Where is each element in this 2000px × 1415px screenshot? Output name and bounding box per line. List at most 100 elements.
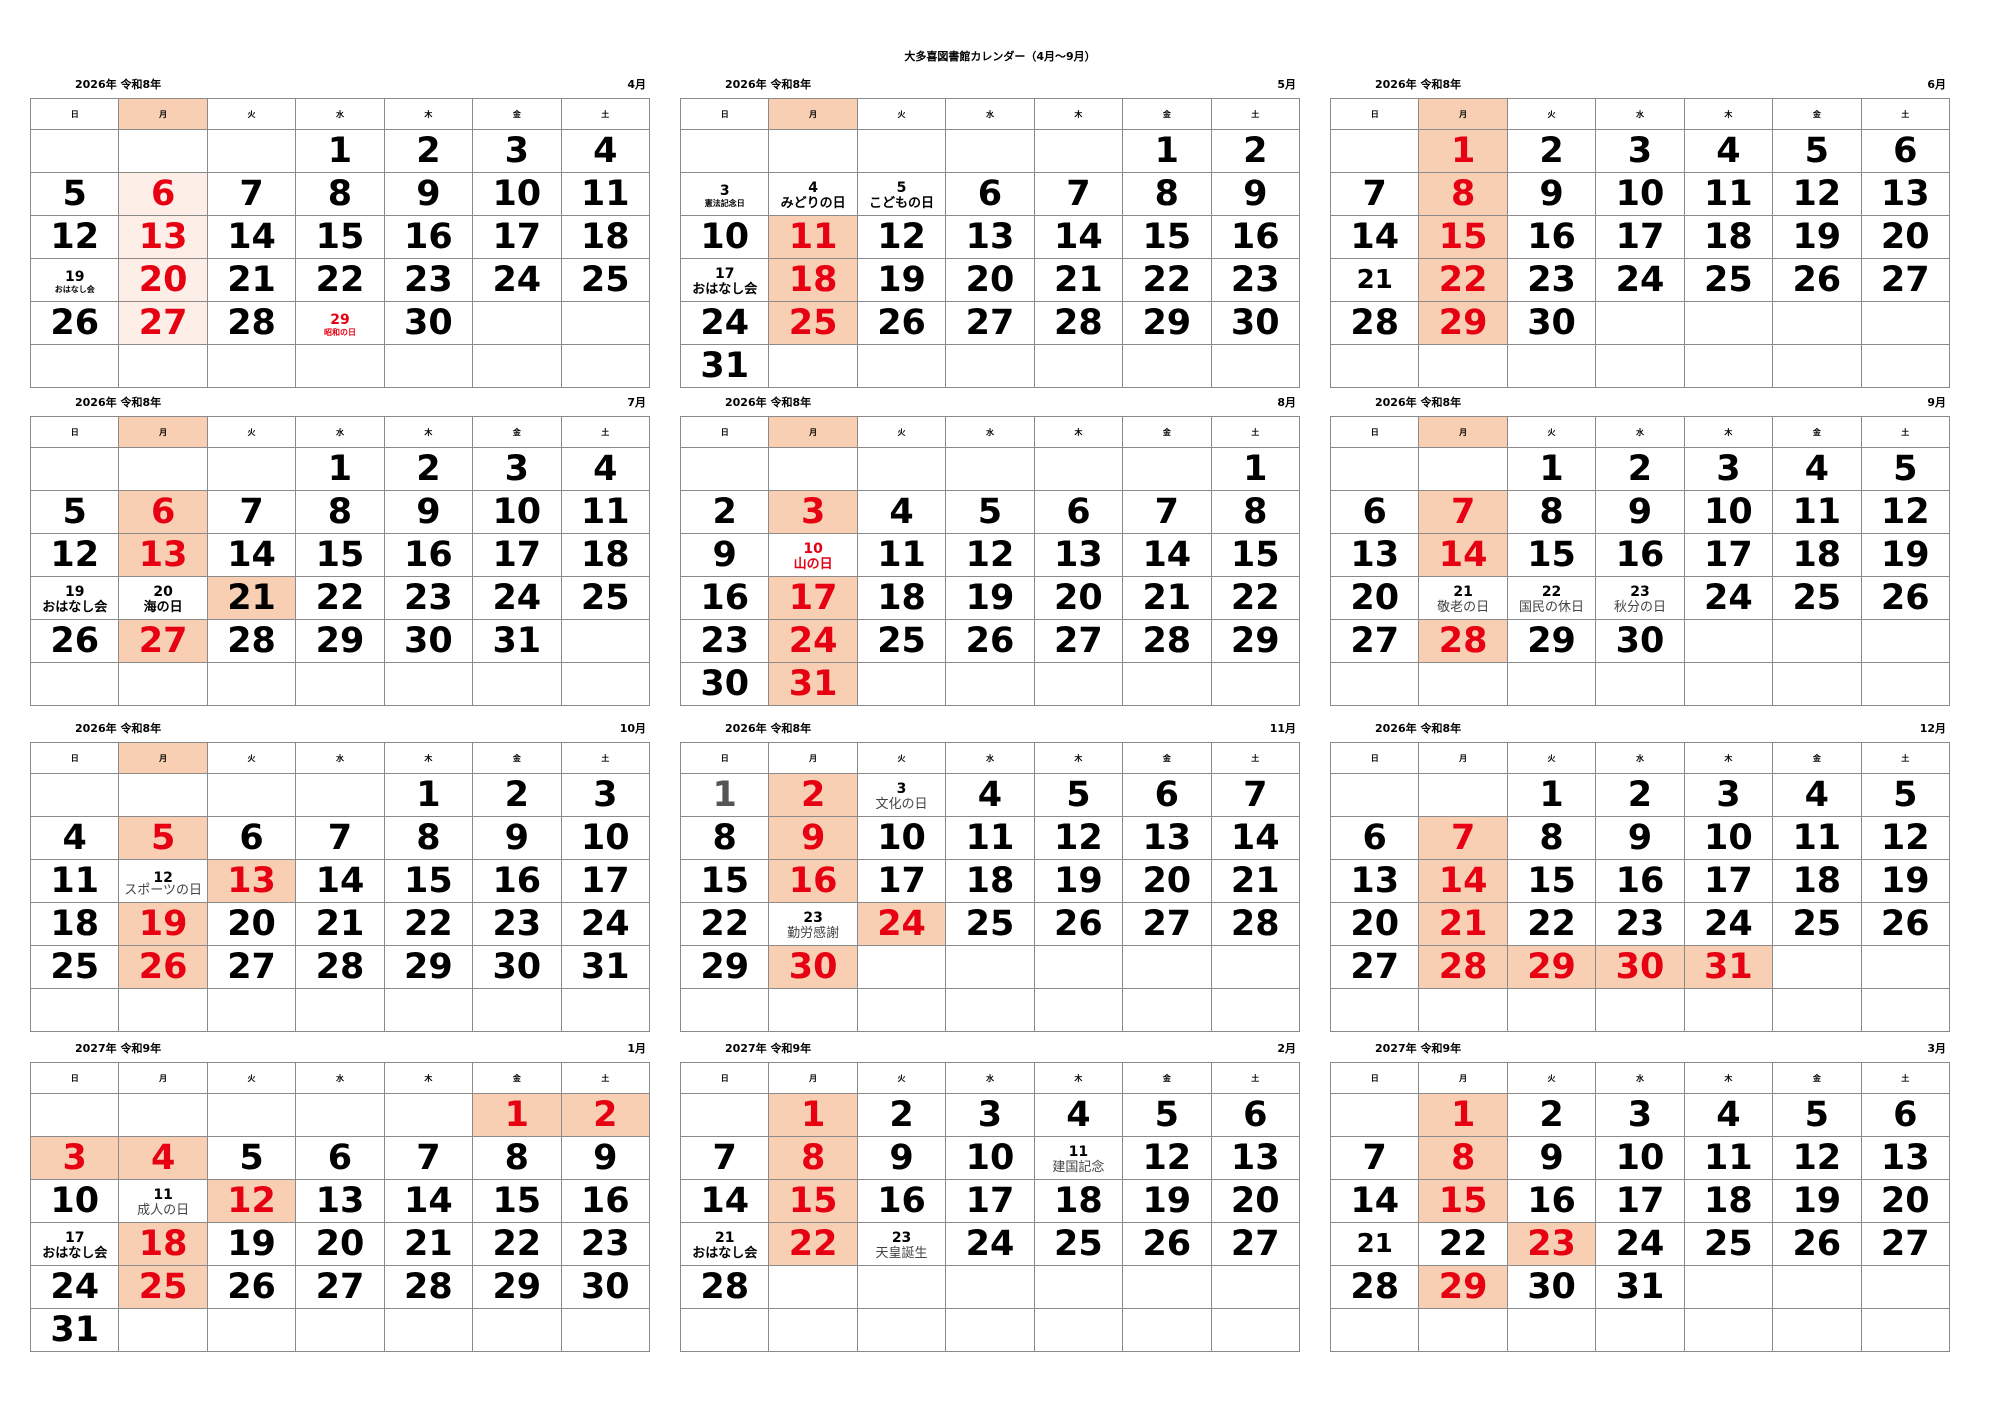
- day-cell: 9: [1506, 1136, 1597, 1180]
- day-cell: [118, 773, 208, 817]
- day-cell: 6: [1860, 1093, 1951, 1137]
- holiday-label: 国民の休日: [1519, 600, 1585, 615]
- day-cell: 25: [560, 576, 651, 620]
- day-cell: 20: [206, 902, 297, 946]
- week-row: 26 27 28 29 昭和の日 30: [29, 301, 651, 345]
- day-cell: 5: [1122, 1093, 1212, 1137]
- day-cell: 12: [945, 533, 1035, 577]
- day-number: 26: [965, 621, 1015, 661]
- day-number: 31: [50, 1310, 100, 1350]
- day-cell: 13: [1210, 1136, 1301, 1180]
- day-cell: [679, 988, 770, 1032]
- weekday-header: 月: [118, 1062, 208, 1094]
- day-cell: 25: [118, 1265, 208, 1309]
- day-cell: [1683, 619, 1774, 663]
- day-cell: [206, 1308, 297, 1352]
- day-cell: 17: [472, 533, 562, 577]
- week-row: 19 おはなし会 20 海の日 21 22 23 24 25: [29, 576, 651, 620]
- day-number: 9: [416, 492, 441, 532]
- day-cell: [1860, 945, 1951, 989]
- day-cell: [295, 662, 385, 706]
- day-cell: 12: [206, 1179, 297, 1223]
- day-number: 18: [1704, 1181, 1753, 1221]
- day-number: 29: [492, 1267, 542, 1307]
- day-cell: 21: [1329, 1222, 1420, 1266]
- day-cell: [856, 1265, 947, 1309]
- day-cell: 14: [1418, 859, 1508, 903]
- day-cell: 8: [1418, 1136, 1508, 1180]
- weekday-header: 木: [383, 742, 474, 774]
- day-number: 28: [700, 1267, 750, 1307]
- day-cell: [206, 344, 297, 388]
- day-number: 23: [404, 578, 453, 618]
- day-cell: [768, 1265, 858, 1309]
- day-number: 2: [416, 131, 441, 171]
- day-number: 17: [1704, 861, 1753, 901]
- day-number: 27: [138, 621, 188, 661]
- day-cell: 11 成人の日: [118, 1179, 208, 1223]
- day-cell: 22: [768, 1222, 858, 1266]
- day-cell: 12: [1860, 816, 1951, 860]
- day-number: 11: [1704, 1138, 1753, 1178]
- day-number: 12: [1142, 1138, 1192, 1178]
- day-number: 19: [64, 584, 85, 600]
- day-cell: [560, 301, 651, 345]
- day-number: 31: [700, 346, 750, 386]
- day-number: 28: [1350, 303, 1400, 343]
- day-cell: 26: [945, 619, 1035, 663]
- day-number: 16: [1615, 535, 1665, 575]
- day-number: 5: [62, 492, 87, 532]
- holiday-label: 敬老の日: [1437, 600, 1490, 615]
- day-cell: [856, 1308, 947, 1352]
- day-cell: 30: [1506, 1265, 1597, 1309]
- weekday-header: 木: [1683, 416, 1774, 448]
- day-number: 24: [1615, 260, 1665, 300]
- weekday-header: 土: [560, 416, 651, 448]
- day-cell: 23: [1595, 902, 1685, 946]
- day-number: 4: [1716, 1095, 1741, 1135]
- day-cell: 17 おはなし会: [679, 258, 770, 302]
- day-cell: [1683, 344, 1774, 388]
- day-cell: 11: [856, 533, 947, 577]
- day-number: 30: [1615, 621, 1665, 661]
- day-number: 20: [1880, 217, 1930, 257]
- week-row: 20 21 敬老の日 22 国民の休日 23 秋分の日 24 25 26: [1329, 576, 1951, 620]
- week-row: 15 16 17 18 19 20 21: [679, 859, 1301, 903]
- day-cell: 3 憲法記念日: [679, 172, 770, 216]
- day-cell: 12: [1772, 1136, 1862, 1180]
- day-number: 25: [877, 621, 926, 661]
- day-cell: [206, 129, 297, 173]
- day-cell: 25: [945, 902, 1035, 946]
- day-cell: 30: [768, 945, 858, 989]
- month-label: 5月: [1277, 78, 1296, 91]
- day-cell: 23: [472, 902, 562, 946]
- day-number: 8: [1154, 174, 1179, 214]
- month-label: 8月: [1277, 396, 1296, 409]
- day-cell: 20: [1033, 576, 1124, 620]
- day-cell: 8: [295, 172, 385, 216]
- weekday-header: 日: [1329, 98, 1420, 130]
- day-number: 16: [1527, 217, 1576, 257]
- day-cell: 24: [856, 902, 947, 946]
- day-cell: [1418, 662, 1508, 706]
- day-cell: 3: [1595, 1093, 1685, 1137]
- day-number: 18: [788, 260, 838, 300]
- day-cell: 30: [1506, 301, 1597, 345]
- day-number: 30: [580, 1267, 630, 1307]
- week-row: 31: [29, 1308, 651, 1352]
- weekday-header: 金: [472, 1062, 562, 1094]
- weekday-header: 月: [768, 1062, 858, 1094]
- day-number: 28: [1438, 621, 1488, 661]
- day-cell: [945, 988, 1035, 1032]
- day-number: 8: [327, 174, 353, 214]
- day-number: 26: [1142, 1224, 1192, 1264]
- day-number: 24: [965, 1224, 1015, 1264]
- day-cell: [1033, 1265, 1124, 1309]
- day-cell: [1860, 988, 1951, 1032]
- day-number: 26: [1880, 578, 1930, 618]
- weekday-header-row: 日月火水木金土: [679, 742, 1301, 774]
- weekday-header: 金: [1772, 98, 1862, 130]
- day-number: 31: [580, 947, 630, 987]
- day-cell: 20: [1860, 1179, 1951, 1223]
